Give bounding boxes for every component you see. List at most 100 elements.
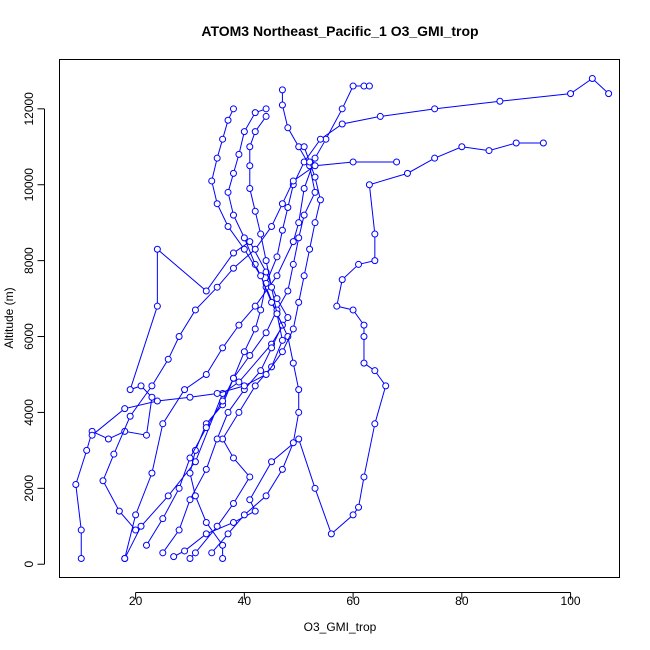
data-point (191, 306, 199, 314)
data-point (365, 82, 373, 90)
data-point (360, 321, 368, 329)
data-point (316, 135, 324, 143)
data-point (148, 393, 156, 401)
y-tick-label: 6000 (22, 323, 36, 350)
series-line (146, 89, 316, 546)
plot-frame (59, 59, 620, 578)
data-point (262, 370, 270, 378)
data-point (273, 253, 281, 261)
data-point (251, 109, 259, 117)
data-point (268, 344, 276, 352)
data-point (240, 382, 248, 390)
data-point (175, 526, 183, 534)
data-point (240, 348, 248, 356)
x-tick-label: 80 (455, 594, 469, 608)
data-point (262, 257, 270, 265)
data-point (360, 359, 368, 367)
data-point (137, 382, 145, 390)
data-point (251, 507, 259, 515)
data-point (268, 458, 276, 466)
data-point (186, 393, 194, 401)
data-point (181, 386, 189, 394)
series-line (102, 161, 397, 531)
data-point (219, 397, 227, 405)
data-point (202, 424, 210, 432)
data-point (115, 507, 123, 515)
data-point (229, 169, 237, 177)
data-point (175, 333, 183, 341)
data-point (153, 302, 161, 310)
data-point (278, 86, 286, 94)
series-line (189, 77, 609, 559)
data-point (72, 481, 80, 489)
data-point (202, 370, 210, 378)
data-point (273, 295, 281, 303)
data-point (458, 143, 466, 151)
data-point (251, 128, 259, 136)
data-point (148, 469, 156, 477)
data-point (311, 154, 319, 162)
data-point (539, 139, 547, 147)
data-point (355, 503, 363, 511)
data-point (278, 101, 286, 109)
data-point (121, 405, 129, 413)
data-point (306, 245, 314, 253)
y-tick-label: 2000 (22, 475, 36, 502)
data-point (349, 82, 357, 90)
data-point (512, 139, 520, 147)
data-point (186, 496, 194, 504)
data-point (360, 333, 368, 341)
data-point (153, 397, 161, 405)
data-point (246, 473, 254, 481)
data-point (235, 378, 243, 386)
data-point (219, 344, 227, 352)
data-point (431, 154, 439, 162)
data-point (268, 283, 276, 291)
data-point (235, 408, 243, 416)
data-point (229, 264, 237, 272)
data-point (605, 90, 613, 98)
data-point (284, 287, 292, 295)
data-point (246, 162, 254, 170)
y-tick-label: 12000 (22, 92, 36, 126)
x-tick-label: 20 (129, 594, 143, 608)
y-tick-label: 4000 (22, 399, 36, 426)
data-point (181, 547, 189, 555)
data-point (349, 158, 357, 166)
data-point (219, 135, 227, 143)
data-point (229, 249, 237, 257)
data-point (104, 435, 112, 443)
data-point (246, 238, 254, 246)
data-point (186, 454, 194, 462)
data-point (202, 287, 210, 295)
data-point (496, 97, 504, 105)
data-point (327, 530, 335, 538)
data-point (219, 541, 227, 549)
data-point (219, 555, 227, 563)
data-point (208, 549, 216, 557)
data-point (213, 435, 221, 443)
series-line (211, 116, 300, 554)
data-point (240, 128, 248, 136)
data-point (262, 112, 270, 120)
data-point (382, 382, 390, 390)
data-point (360, 473, 368, 481)
data-point (257, 272, 265, 280)
data-point (300, 143, 308, 151)
data-point (213, 154, 221, 162)
data-point (202, 530, 210, 538)
data-point (229, 500, 237, 507)
series-3 (170, 139, 547, 561)
data-point (485, 147, 493, 155)
data-point (371, 230, 379, 238)
data-point (567, 90, 575, 98)
series-2 (121, 82, 373, 563)
series-line (124, 85, 370, 559)
x-axis-label: O3_GMI_trop (304, 620, 377, 634)
data-point (186, 469, 194, 477)
data-point (295, 386, 303, 394)
data-point (278, 226, 286, 234)
data-point (295, 219, 303, 227)
data-point (295, 298, 303, 306)
data-point (403, 169, 411, 177)
